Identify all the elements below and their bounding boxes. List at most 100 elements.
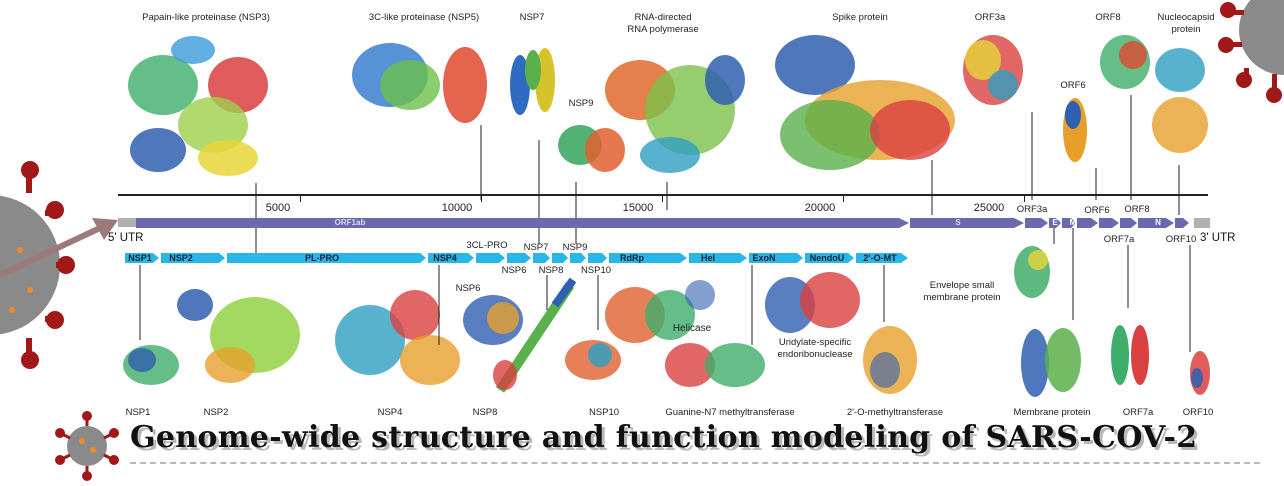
seg-exon: ExoN bbox=[752, 253, 776, 263]
genome-axis bbox=[118, 194, 1208, 196]
tick-label: 5000 bbox=[265, 202, 291, 214]
seg-rdrp: RdRp bbox=[620, 253, 644, 263]
virus-right-icon bbox=[1218, 0, 1284, 103]
orf6-structure-icon bbox=[1063, 98, 1087, 162]
label-uridylate-line1: Uridylate-specific bbox=[778, 337, 852, 348]
label-nucleocapsid-line1: Nucleocapsid bbox=[1157, 12, 1215, 23]
label-guanine-n7: Guanine-N7 methyltransferase bbox=[665, 407, 795, 418]
utr5-bar bbox=[118, 218, 136, 227]
rdrp-structure-icon bbox=[605, 55, 745, 173]
label-nsp7-top: NSP7 bbox=[519, 12, 545, 23]
orf8-structure-icon bbox=[1100, 35, 1150, 89]
tick-label: 15000 bbox=[622, 202, 654, 214]
label-nsp5: 3C-like proteinase (NSP5) bbox=[368, 12, 480, 23]
membrane-structure-icon bbox=[1021, 328, 1081, 397]
nsp-bar bbox=[125, 253, 908, 263]
nsp8-structure-icon bbox=[493, 277, 577, 393]
nsp10-structure-icon bbox=[565, 340, 621, 380]
seg-hel: Hel bbox=[700, 253, 716, 263]
label-nsp6-structure: NSP6 bbox=[455, 283, 481, 294]
e-label: E bbox=[1052, 218, 1058, 227]
utr5-label: 5' UTR bbox=[108, 232, 144, 244]
tick-mark bbox=[662, 196, 663, 202]
nsp6-structure-icon bbox=[463, 295, 523, 345]
label-nsp2-bottom: NSP2 bbox=[203, 407, 229, 418]
label-nsp10-mid: NSP10 bbox=[580, 265, 612, 276]
nsp2-structure-icon bbox=[177, 289, 300, 383]
nucleocapsid-structure-icon bbox=[1152, 48, 1208, 153]
label-orf10-mid: ORF10 bbox=[1165, 234, 1197, 245]
tick-label: 25000 bbox=[973, 202, 1005, 214]
label-3cl-pro: 3CL-PRO bbox=[466, 240, 508, 251]
label-nsp9-top: NSP9 bbox=[568, 98, 594, 109]
tick-mark bbox=[1024, 196, 1025, 202]
label-helicase: Helicase bbox=[672, 323, 712, 334]
label-uridylate-line2: endoribonuclease bbox=[777, 349, 853, 360]
seg-nendou: NendoU bbox=[809, 253, 845, 263]
label-nsp3: Papain-like proteinase (NSP3) bbox=[142, 12, 270, 23]
orf1ab-label: ORF1ab bbox=[334, 218, 366, 227]
nsp3-structure-icon bbox=[128, 36, 268, 176]
label-orf7a-bottom: ORF7a bbox=[1122, 407, 1154, 418]
s-label: S bbox=[955, 218, 961, 227]
seg-2-o-mt: 2'-O-MT bbox=[863, 253, 897, 263]
label-orf8-top: ORF8 bbox=[1095, 12, 1121, 23]
virus-left-icon bbox=[0, 161, 75, 369]
m-label: M bbox=[1069, 218, 1077, 227]
label-nsp8-mid: NSP8 bbox=[538, 265, 564, 276]
virus-title-icon bbox=[55, 411, 119, 481]
title-underline bbox=[130, 462, 1260, 464]
label-nsp9-mid: NSP9 bbox=[562, 242, 588, 253]
nsp4-structure-icon bbox=[335, 290, 460, 385]
tick-mark bbox=[300, 196, 301, 202]
label-rdrp-line2: RNA polymerase bbox=[627, 24, 699, 35]
label-nsp4-bottom: NSP4 bbox=[377, 407, 403, 418]
spike-structure-icon bbox=[775, 35, 955, 170]
label-orf8-mid: ORF8 bbox=[1124, 204, 1150, 215]
tick-mark bbox=[843, 196, 844, 202]
label-orf7a-mid: ORF7a bbox=[1103, 234, 1135, 245]
label-nsp8-bottom: NSP8 bbox=[472, 407, 498, 418]
orf3a-structure-icon bbox=[963, 35, 1023, 105]
label-orf10-bottom: ORF10 bbox=[1182, 407, 1214, 418]
label-o-methyltransferase: 2'-O-methyltransferase bbox=[846, 407, 944, 418]
label-orf3a-mid: ORF3a bbox=[1016, 204, 1048, 215]
label-nucleocapsid-line2: protein bbox=[1171, 24, 1201, 35]
label-spike: Spike protein bbox=[832, 12, 888, 23]
n-label: N bbox=[1155, 218, 1161, 227]
guanine-structure-icon bbox=[665, 343, 765, 387]
arrow-icon bbox=[0, 218, 118, 278]
tick-mark bbox=[481, 196, 482, 202]
tick-label: 10000 bbox=[441, 202, 473, 214]
label-envelope-line1: Envelope small bbox=[929, 280, 995, 291]
nsp7-structure-icon bbox=[510, 48, 555, 115]
genome-bar bbox=[136, 218, 1210, 228]
tick-label: 20000 bbox=[804, 202, 836, 214]
seg-pl-pro: PL-PRO bbox=[304, 253, 340, 263]
label-nsp6-mid: NSP6 bbox=[501, 265, 527, 276]
label-orf6-mid: ORF6 bbox=[1084, 205, 1110, 216]
omt-structure-icon bbox=[863, 326, 917, 394]
helicase-structure-icon bbox=[605, 280, 715, 343]
seg-nsp1: NSP1 bbox=[128, 253, 152, 263]
nendou-structure-icon bbox=[765, 272, 860, 333]
seg-nsp2: NSP2 bbox=[169, 253, 193, 263]
utr3-label: 3' UTR bbox=[1200, 232, 1236, 244]
label-nsp10-bottom: NSP10 bbox=[588, 407, 620, 418]
nsp9-structure-icon bbox=[558, 125, 625, 172]
page-title: Genome-wide structure and function model… bbox=[130, 420, 1198, 455]
label-nsp1-bottom: NSP1 bbox=[125, 407, 151, 418]
seg-nsp4: NSP4 bbox=[433, 253, 457, 263]
label-orf3a-top: ORF3a bbox=[974, 12, 1006, 23]
label-rdrp-line1: RNA-directed bbox=[634, 12, 692, 23]
label-orf6-top: ORF6 bbox=[1060, 80, 1086, 91]
label-nsp7-mid: NSP7 bbox=[523, 242, 549, 253]
nsp5-structure-icon bbox=[352, 43, 487, 123]
nsp1-structure-icon bbox=[123, 345, 179, 385]
label-envelope-line2: membrane protein bbox=[923, 292, 1001, 303]
orf10-structure-icon bbox=[1190, 351, 1210, 395]
label-membrane: Membrane protein bbox=[1013, 407, 1091, 418]
orf7a-structure-icon bbox=[1111, 325, 1149, 385]
